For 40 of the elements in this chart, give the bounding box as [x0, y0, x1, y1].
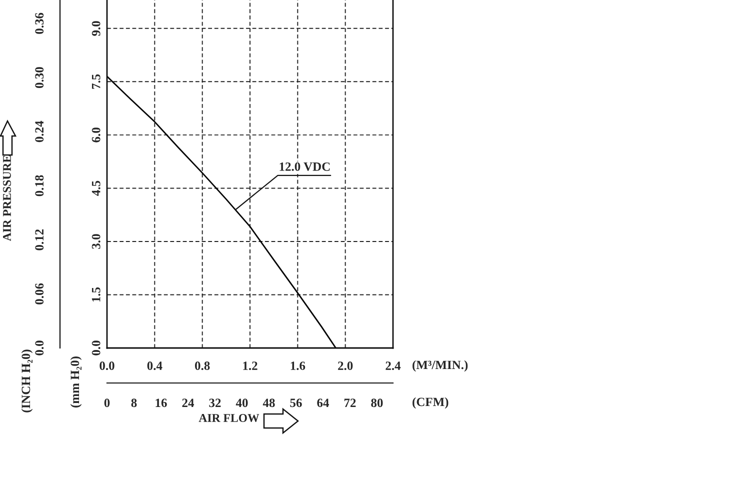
y2-tick-label: 0.36: [35, 12, 44, 34]
y-tick-label: 1.5: [92, 287, 100, 302]
y2-tick-label: 0.0: [35, 340, 44, 356]
y-tick-label: 6.0: [92, 128, 100, 142]
x2-tick-label: 72: [344, 398, 356, 407]
y-axis-title: (mm H₂0): [70, 356, 82, 408]
x-tick-label: 2.0: [338, 362, 353, 370]
x2-tick-label: 80: [371, 398, 383, 408]
x-tick-label: 1.2: [243, 362, 258, 370]
x2-tick-label: 56: [290, 398, 302, 408]
y2-tick-label: 0.18: [35, 175, 44, 196]
x2-tick-label: 8: [131, 398, 137, 408]
x-tick-label: 0.8: [194, 362, 210, 370]
x-tick-label: 2.4: [386, 362, 401, 370]
y2-tick-label: 0.12: [35, 229, 44, 250]
x2-tick-label: 40: [236, 398, 248, 408]
y2-tick-label: 0.24: [35, 120, 44, 142]
x-tick-label: 1.6: [290, 362, 306, 370]
annotation: 12.0 VDC: [280, 162, 330, 171]
y-tick-label: 7.5: [92, 74, 100, 89]
y-tick-label: 9.0: [92, 21, 100, 36]
x-tick-label: 0.0: [100, 362, 114, 370]
y2-tick-label: 0.06: [35, 283, 44, 304]
y-tick-label: 0.0: [92, 340, 100, 356]
text: AIR PRESSURE: [3, 155, 11, 242]
x2-tick-label: 0: [104, 398, 110, 408]
text: AIR FLOW: [198, 414, 260, 422]
x2-axis-title: (CFM): [412, 397, 448, 409]
x2-tick-label: 24: [182, 398, 194, 407]
x-axis-title: (M³/MIN.): [412, 360, 468, 372]
y-tick-label: 4.5: [92, 180, 100, 196]
x2-tick-label: 16: [156, 398, 167, 408]
y2-axis-title: (INCH H₂0): [21, 350, 33, 412]
x2-tick-label: 32: [209, 398, 221, 408]
line-series: [107, 76, 336, 348]
x2-tick-label: 64: [317, 398, 329, 408]
x-tick-label: 0.4: [147, 362, 162, 370]
x2-tick-label: 48: [262, 398, 275, 408]
y-tick-label: 3.0: [92, 234, 100, 249]
y2-tick-label: 0.30: [35, 67, 44, 88]
